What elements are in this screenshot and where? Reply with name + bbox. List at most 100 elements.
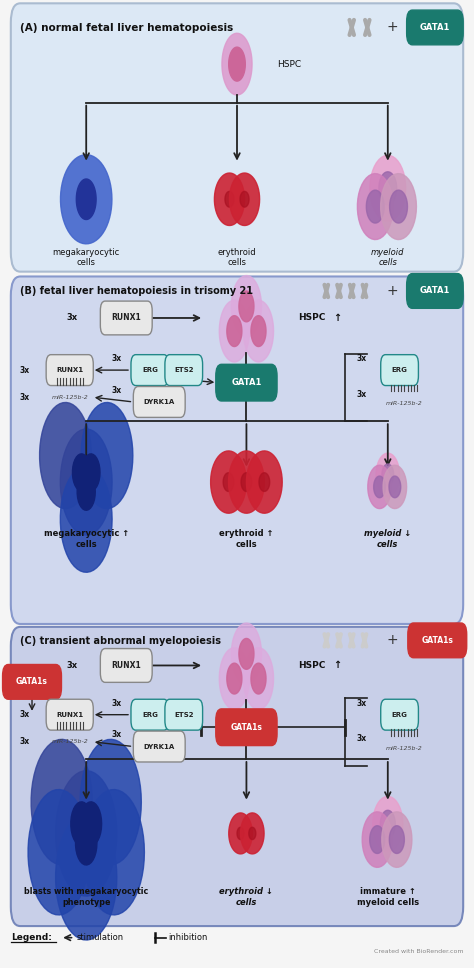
Text: 3x: 3x xyxy=(20,738,30,746)
Polygon shape xyxy=(229,813,252,854)
FancyBboxPatch shape xyxy=(133,386,185,417)
Polygon shape xyxy=(83,790,145,915)
Polygon shape xyxy=(240,192,249,207)
Polygon shape xyxy=(60,429,112,535)
Polygon shape xyxy=(382,812,412,867)
FancyBboxPatch shape xyxy=(100,649,152,682)
Polygon shape xyxy=(219,300,249,362)
Polygon shape xyxy=(82,454,100,491)
Text: myeloid ↓
cells: myeloid ↓ cells xyxy=(364,529,411,549)
Polygon shape xyxy=(210,451,246,513)
Polygon shape xyxy=(382,464,394,486)
Polygon shape xyxy=(225,192,234,207)
Text: HSPC: HSPC xyxy=(298,314,326,322)
Polygon shape xyxy=(370,155,406,222)
Text: 3x: 3x xyxy=(20,393,30,402)
Text: 3x: 3x xyxy=(357,390,367,399)
Text: 3x: 3x xyxy=(112,699,122,708)
FancyBboxPatch shape xyxy=(11,3,463,272)
Polygon shape xyxy=(31,740,92,864)
Text: RUNX1: RUNX1 xyxy=(111,314,141,322)
Polygon shape xyxy=(251,316,266,347)
FancyBboxPatch shape xyxy=(165,354,202,385)
Text: (B) fetal liver hematopoiesis in trisomy 21: (B) fetal liver hematopoiesis in trisomy… xyxy=(20,287,253,296)
Polygon shape xyxy=(376,453,400,497)
FancyBboxPatch shape xyxy=(46,354,93,385)
Polygon shape xyxy=(381,173,417,239)
FancyBboxPatch shape xyxy=(11,627,463,926)
FancyBboxPatch shape xyxy=(381,699,419,730)
Text: 3x: 3x xyxy=(357,735,367,743)
Polygon shape xyxy=(389,476,401,498)
Text: GATA1: GATA1 xyxy=(419,287,450,295)
Text: 3x: 3x xyxy=(66,661,78,670)
Polygon shape xyxy=(227,663,242,694)
Polygon shape xyxy=(368,466,392,508)
Polygon shape xyxy=(373,797,403,852)
FancyBboxPatch shape xyxy=(408,623,467,657)
Polygon shape xyxy=(76,179,96,220)
Text: RUNX1: RUNX1 xyxy=(56,711,83,717)
Text: Legend:: Legend: xyxy=(11,933,52,942)
Polygon shape xyxy=(244,648,273,710)
Polygon shape xyxy=(380,810,395,838)
Text: GATA1s: GATA1s xyxy=(16,678,48,686)
Text: RUNX1: RUNX1 xyxy=(56,367,83,373)
Text: +: + xyxy=(387,633,398,648)
Text: immature ↑
myeloid cells: immature ↑ myeloid cells xyxy=(357,888,419,907)
Polygon shape xyxy=(75,821,97,865)
FancyBboxPatch shape xyxy=(165,699,202,730)
FancyBboxPatch shape xyxy=(11,277,463,624)
Polygon shape xyxy=(231,623,262,684)
Polygon shape xyxy=(55,815,117,940)
Text: blasts with megakaryocytic
phenotype: blasts with megakaryocytic phenotype xyxy=(24,888,148,907)
Text: 3x: 3x xyxy=(66,314,78,322)
Polygon shape xyxy=(28,790,89,915)
Text: +: + xyxy=(387,284,398,298)
Text: ETS2: ETS2 xyxy=(174,367,193,373)
Polygon shape xyxy=(244,300,273,362)
Text: myeloid
cells: myeloid cells xyxy=(371,248,404,267)
Text: Created with BioRender.com: Created with BioRender.com xyxy=(374,949,463,953)
Polygon shape xyxy=(383,466,407,508)
Polygon shape xyxy=(374,476,385,498)
Polygon shape xyxy=(251,663,266,694)
Text: ETS2: ETS2 xyxy=(174,711,193,717)
Text: stimulation: stimulation xyxy=(77,933,124,942)
Text: GATA1s: GATA1s xyxy=(421,636,453,645)
Text: DYRK1A: DYRK1A xyxy=(144,399,175,405)
FancyBboxPatch shape xyxy=(381,354,419,385)
Polygon shape xyxy=(239,639,254,669)
Polygon shape xyxy=(227,316,242,347)
Polygon shape xyxy=(80,740,141,864)
Polygon shape xyxy=(219,648,249,710)
Polygon shape xyxy=(259,472,270,492)
Polygon shape xyxy=(237,828,244,839)
FancyBboxPatch shape xyxy=(216,364,277,401)
Polygon shape xyxy=(71,802,92,846)
Polygon shape xyxy=(370,826,385,854)
Text: +: + xyxy=(387,20,398,35)
Text: 3x: 3x xyxy=(112,354,122,363)
Text: ERG: ERG xyxy=(392,711,408,717)
Polygon shape xyxy=(357,173,393,239)
Text: ERG: ERG xyxy=(142,367,158,373)
Text: erythroid ↑
cells: erythroid ↑ cells xyxy=(219,529,273,549)
Text: megakaryocytic
cells: megakaryocytic cells xyxy=(53,248,120,267)
Polygon shape xyxy=(60,467,112,572)
Polygon shape xyxy=(366,190,384,223)
Polygon shape xyxy=(249,828,256,839)
Text: GATA1: GATA1 xyxy=(231,378,262,387)
Polygon shape xyxy=(231,276,262,337)
Text: ↑: ↑ xyxy=(334,660,342,671)
Text: 3x: 3x xyxy=(112,386,122,395)
Text: 3x: 3x xyxy=(20,711,30,719)
Text: RUNX1: RUNX1 xyxy=(111,661,141,670)
Polygon shape xyxy=(223,472,234,492)
Text: erythroid
cells: erythroid cells xyxy=(218,248,256,267)
FancyBboxPatch shape xyxy=(407,10,463,45)
Text: ERG: ERG xyxy=(142,711,158,717)
Text: miR-125b-2: miR-125b-2 xyxy=(386,746,423,751)
Text: megakaryocytic ↑
cells: megakaryocytic ↑ cells xyxy=(44,529,129,549)
Polygon shape xyxy=(390,190,408,223)
